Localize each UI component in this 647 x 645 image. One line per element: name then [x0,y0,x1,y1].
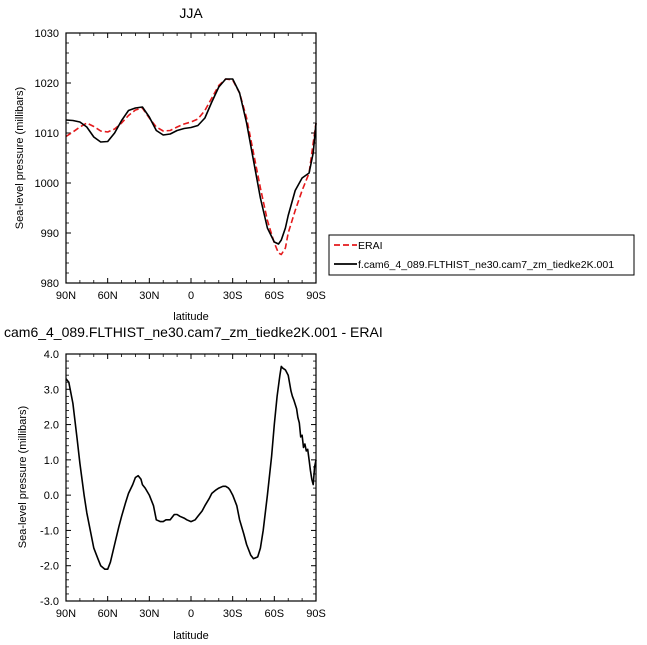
bottom-series-line-0 [65,365,317,571]
top-y-tick-label: 1000 [35,178,59,190]
bottom-x-tick-label: 60N [98,608,118,620]
legend-label-erai: ERAI [358,240,383,252]
top-plot-frame [65,32,317,284]
top-series-line-0 [65,78,317,256]
top-x-tick-label: 60S [265,290,285,302]
bottom-series-lines [65,365,317,571]
top-y-tick-label: 980 [41,278,59,290]
bottom-chart-title: cam6_4_089.FLTHIST_ne30.cam7_zm_tiedke2K… [4,324,383,340]
top-y-tick-label: 990 [41,228,59,240]
top-x-tick-label: 30N [139,290,159,302]
top-x-tick-label: 90N [56,290,76,302]
bottom-y-tick-label: 2.0 [44,420,59,432]
bottom-x-axis-label: latitude [173,630,208,642]
bottom-y-axis-label: Sea-level pressure (millibars) [17,406,29,548]
bottom-y-tick-label: 0.0 [44,490,59,502]
top-y-tick-label: 1030 [35,28,59,40]
bottom-x-tick-label: 30N [139,608,159,620]
top-series-line-1 [65,78,317,245]
top-x-tick-label: 30S [223,290,243,302]
legend-box [328,234,635,276]
top-x-tick-label: 60N [98,290,118,302]
bottom-x-tick-label: 60S [265,608,285,620]
top-series-lines [65,78,317,256]
panel-bottom: cam6_4_089.FLTHIST_ne30.cam7_zm_tiedke2K… [4,324,383,642]
top-axes-ticks: 90N 60N 30N 0 30S 60S 90S 980 990 1000 1010 1020 103… [35,28,326,302]
top-y-tick-label: 1010 [35,128,59,140]
bottom-y-tick-label: -2.0 [40,561,59,573]
bottom-y-tick-label: 1.0 [44,455,59,467]
bottom-y-tick-label: 3.0 [44,384,59,396]
bottom-x-tick-label: 90S [306,608,326,620]
bottom-x-tick-label: 0 [188,608,194,620]
top-y-tick-label: 1020 [35,78,59,90]
panel-top: JJA 90N 60N 30N 0 30S 60S 90S 980 990 1000 1010 102… [14,5,635,323]
bottom-y-tick-label: 4.0 [44,349,59,361]
bottom-y-tick-label: -1.0 [40,525,59,537]
bottom-y-tick-label: -3.0 [40,596,59,608]
top-x-axis-label: latitude [173,311,208,323]
top-x-tick-label: 0 [188,290,194,302]
top-y-axis-label: Sea-level pressure (millibars) [14,87,26,229]
top-legend: ERAI f.cam6_4_089.FLTHIST_ne30.cam7_zm_t… [328,234,635,276]
top-x-tick-label: 90S [306,290,326,302]
legend-label-model: f.cam6_4_089.FLTHIST_ne30.cam7_zm_tiedke… [358,259,614,271]
top-chart-title: JJA [179,5,203,21]
bottom-x-tick-label: 90N [56,608,76,620]
bottom-x-tick-label: 30S [223,608,243,620]
bottom-plot-frame [65,353,317,602]
